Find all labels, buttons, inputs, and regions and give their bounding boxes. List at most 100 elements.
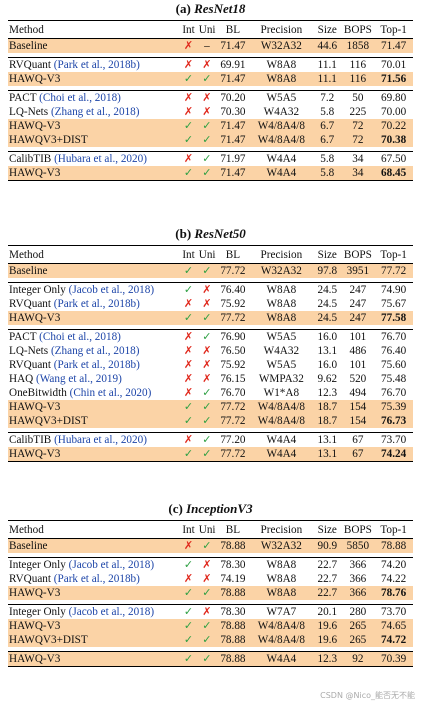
method-cell: HAWQ-V3 xyxy=(8,166,180,181)
value-cell: W8A8 xyxy=(266,73,297,85)
mark-cell: ✓ xyxy=(183,415,194,427)
caption-name: ResNet50 xyxy=(194,226,246,241)
header-cell: Top-1 xyxy=(374,20,413,39)
table-section: (a) ResNet18 Method Int Uni BL Precision Size B… xyxy=(8,0,413,181)
value-cell: 5.8 xyxy=(320,106,335,118)
mark-cell: ✓ xyxy=(202,134,212,146)
value-cell: 77.72 xyxy=(220,415,246,427)
value-cell: 71.47 xyxy=(374,38,413,53)
value-cell: 5.8 xyxy=(312,166,342,181)
method-cell: RVQuant (Park et al., 2018b) xyxy=(8,57,180,72)
value-cell: 74.22 xyxy=(381,573,407,585)
method-cell: Baseline xyxy=(8,263,180,278)
caption: (c) InceptionV3 xyxy=(8,500,413,520)
value-cell: W8A8 xyxy=(249,282,313,297)
value-cell: 78.88 xyxy=(374,538,413,553)
table-row: RVQuant (Park et al., 2018b) ✗ ✗ 74.19 W8A8 2… xyxy=(8,572,413,586)
table-row: OneBitwidth (Chin et al., 2020) ✗ ✓ 76.70 W1… xyxy=(8,386,413,400)
mark-cell: ✓ xyxy=(197,432,217,447)
value-cell: 19.6 xyxy=(317,634,338,646)
value-cell: 101 xyxy=(349,359,367,371)
method-cell: CalibTIB (Hubara et al., 2020) xyxy=(8,432,180,447)
value-cell: W8A8 xyxy=(266,298,297,310)
value-cell: 116 xyxy=(349,73,367,85)
value-cell: 22.7 xyxy=(317,573,338,585)
value-cell: W8A8 xyxy=(249,57,313,72)
method-name: Integer Only xyxy=(9,284,66,296)
mark-cell: – xyxy=(197,38,217,53)
value-cell: 70.00 xyxy=(381,106,407,118)
mark-cell: ✗ xyxy=(179,38,198,53)
mark-cell: ✓ xyxy=(183,120,194,132)
value-cell: 74.20 xyxy=(374,557,413,572)
table-row: HAWQ-V3 ✓ ✓ 78.88 W4A4 12.3 92 70.39 xyxy=(8,651,413,667)
value-cell: 78.76 xyxy=(381,587,407,599)
results-table: Method Int Uni BL Precision Size BOPS Top-1 Base… xyxy=(8,245,413,462)
caption-label: (c) xyxy=(168,501,183,516)
citation: (Wang et al., 2019) xyxy=(36,373,122,385)
mark-cell: ✗ xyxy=(197,282,217,297)
header-cell: Size xyxy=(312,520,342,539)
header-cell: Top-1 xyxy=(374,520,413,539)
table-row: Baseline ✗ ✓ 78.88 W32A32 90.9 5850 78.88 xyxy=(8,538,413,553)
method-name: OneBitwidth xyxy=(9,387,67,399)
table-section: (b) ResNet50 Method Int Uni BL Precision Size B… xyxy=(8,225,413,462)
citation: (Hubara et al., 2020) xyxy=(54,434,147,446)
method-cell: HAWQ-V3 xyxy=(8,586,179,600)
method-name: HAWQ-V3 xyxy=(9,587,61,599)
caption-name: ResNet18 xyxy=(194,1,246,16)
table-row: PACT (Choi et al., 2018) ✗ ✗ 70.20 W5A5 7.2 50… xyxy=(8,90,413,105)
header-cell: Method xyxy=(8,245,180,264)
method-cell: RVQuant (Park et al., 2018b) xyxy=(8,572,179,586)
method-name: LQ-Nets xyxy=(9,106,49,118)
table-row: Integer Only (Jacob et al., 2018) ✓ ✗ 78.30… xyxy=(8,604,413,619)
value-cell: 72 xyxy=(352,134,364,146)
mark-cell: ✓ xyxy=(183,401,194,413)
value-cell: 154 xyxy=(349,415,367,427)
value-cell: WMPA32 xyxy=(258,373,304,385)
table-row: RVQuant (Park et al., 2018b) ✗ ✗ 69.91 W8A8 1… xyxy=(8,57,413,72)
mark-cell: ✓ xyxy=(202,587,212,599)
value-cell: 280 xyxy=(341,604,375,619)
value-cell: W8A8 xyxy=(266,573,297,585)
value-cell: 520 xyxy=(349,373,367,385)
header-row: Method Int Uni BL Precision Size BOPS Top-1 xyxy=(8,245,413,264)
value-cell: 5.8 xyxy=(312,151,342,166)
method-cell: OneBitwidth (Chin et al., 2020) xyxy=(8,386,179,400)
mark-cell: ✗ xyxy=(183,345,194,357)
header-cell: Int xyxy=(179,245,198,264)
value-cell: 77.72 xyxy=(216,263,250,278)
mark-cell: ✓ xyxy=(202,415,212,427)
table-section: (c) InceptionV3 Method Int Uni BL Precision Si… xyxy=(8,500,413,667)
value-cell: 101 xyxy=(341,329,375,344)
citation: (Park et al., 2018b) xyxy=(53,59,140,71)
mark-cell: ✓ xyxy=(202,73,212,85)
mark-cell: ✓ xyxy=(183,634,194,646)
value-cell: 97.8 xyxy=(312,263,342,278)
mark-cell: ✗ xyxy=(202,573,212,585)
value-cell: 6.7 xyxy=(320,120,335,132)
citation: (Park et al., 2018b) xyxy=(53,359,140,371)
caption: (a) ResNet18 xyxy=(8,0,413,20)
method-cell: HAWQV3+DIST xyxy=(8,133,179,147)
header-cell: BOPS xyxy=(341,520,375,539)
citation: (Choi et al., 2018) xyxy=(39,92,121,104)
value-cell: W32A32 xyxy=(249,263,313,278)
value-cell: 6.7 xyxy=(320,134,335,146)
table-row: PACT (Choi et al., 2018) ✗ ✓ 76.90 W5A5 16.0 1… xyxy=(8,329,413,344)
value-cell: 76.70 xyxy=(220,387,246,399)
method-name: HAWQ-V3 xyxy=(9,312,61,324)
mark-cell: ✗ xyxy=(183,359,194,371)
mark-cell: ✓ xyxy=(179,282,198,297)
value-cell: 11.1 xyxy=(312,57,342,72)
citation: (Jacob et al., 2018) xyxy=(68,559,155,571)
value-cell: 70.22 xyxy=(381,120,407,132)
method-name: CalibTIB xyxy=(9,153,52,165)
value-cell: W4A4 xyxy=(249,432,313,447)
method-cell: PACT (Choi et al., 2018) xyxy=(8,90,180,105)
mark-cell: ✓ xyxy=(202,312,212,324)
value-cell: 154 xyxy=(349,401,367,413)
method-cell: PACT (Choi et al., 2018) xyxy=(8,329,180,344)
value-cell: 74.24 xyxy=(374,447,413,462)
value-cell: W8A8 xyxy=(266,587,297,599)
